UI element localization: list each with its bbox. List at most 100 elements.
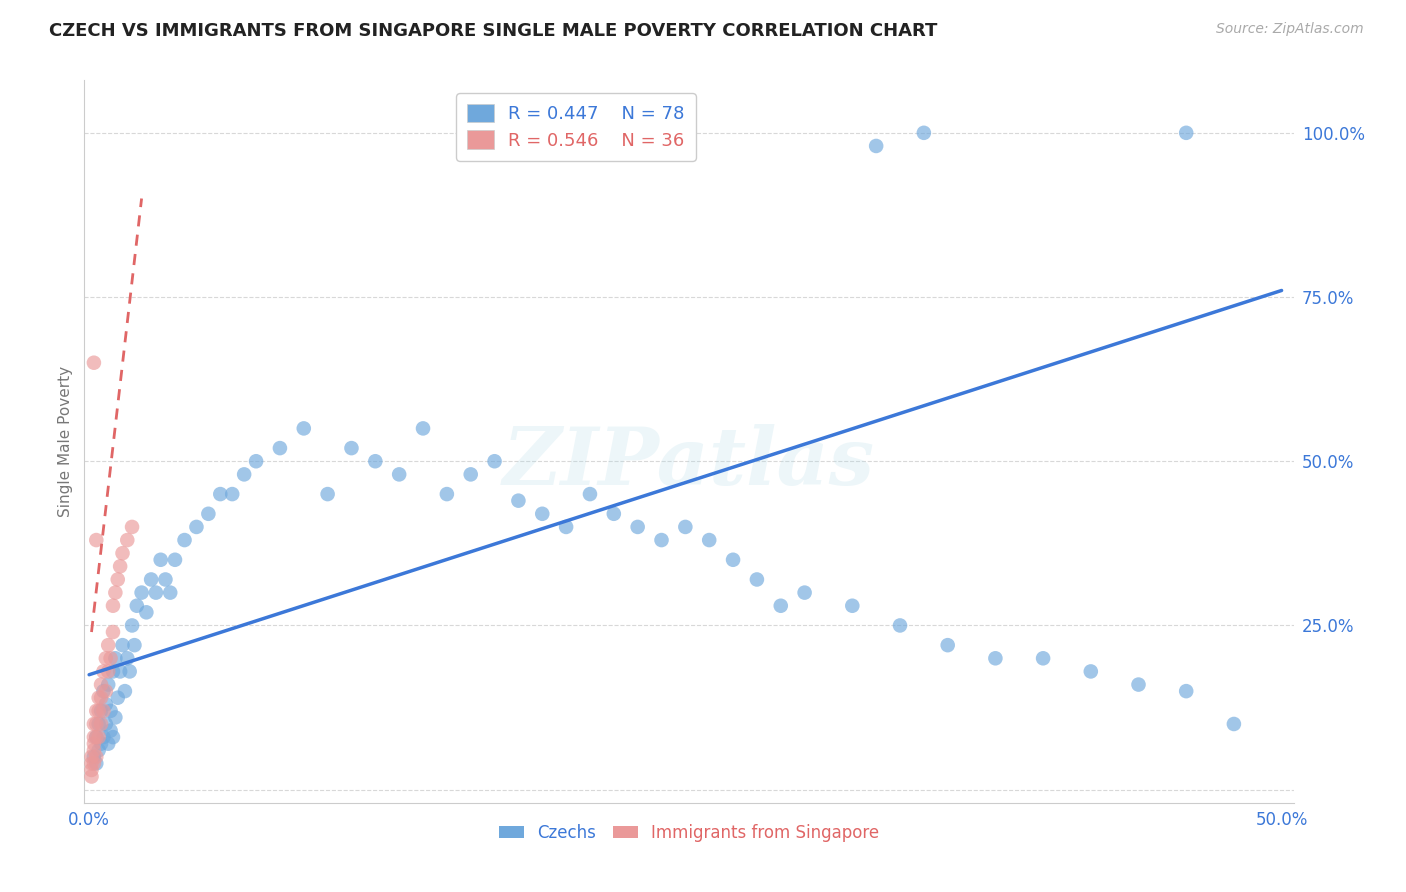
Point (769, 599, 792, 613)
Point (412, 421, 434, 435)
Point (139, 573, 162, 587)
Point (90, 690, 112, 705)
Point (1175, 126, 1198, 140)
Point (93, 730, 115, 744)
Point (101, 599, 124, 613)
Point (87, 704, 110, 718)
Point (125, 599, 148, 613)
Point (94, 651, 117, 665)
Point (84, 717, 107, 731)
Point (104, 585, 127, 599)
Point (233, 467, 256, 482)
Point (197, 507, 219, 521)
Point (793, 585, 815, 599)
Point (149, 553, 172, 567)
Point (555, 520, 578, 534)
Point (221, 487, 243, 501)
Point (84, 730, 107, 744)
Point (531, 507, 554, 521)
Point (118, 665, 141, 679)
Point (364, 454, 387, 468)
Point (90, 677, 112, 691)
Point (865, 139, 887, 153)
Point (114, 684, 136, 698)
Point (173, 533, 195, 547)
Point (163, 553, 186, 567)
Point (87, 690, 110, 705)
Point (93, 704, 115, 718)
Point (117, 651, 139, 665)
Point (460, 467, 482, 482)
Point (104, 651, 127, 665)
Point (579, 487, 602, 501)
Point (93, 684, 115, 698)
Point (484, 454, 506, 468)
Point (745, 573, 768, 587)
Point (135, 605, 157, 619)
Point (108, 665, 131, 679)
Text: CZECH VS IMMIGRANTS FROM SINGAPORE SINGLE MALE POVERTY CORRELATION CHART: CZECH VS IMMIGRANTS FROM SINGAPORE SINGL… (49, 22, 938, 40)
Text: ZIPatlas: ZIPatlas (503, 425, 875, 502)
Point (94, 698, 117, 712)
Point (94, 717, 117, 731)
Point (145, 585, 167, 599)
Point (111, 638, 134, 652)
Point (97, 737, 120, 751)
Point (87, 730, 110, 744)
Point (101, 665, 124, 679)
Point (93, 665, 115, 679)
Point (80, 763, 103, 777)
Point (340, 441, 363, 455)
Point (436, 487, 458, 501)
Point (84, 749, 107, 764)
Point (97, 638, 120, 652)
Point (186, 520, 208, 534)
Point (94, 684, 117, 698)
Point (117, 533, 139, 547)
Point (627, 520, 650, 534)
Point (673, 520, 696, 534)
Point (100, 651, 122, 665)
Point (159, 585, 181, 599)
Point (111, 546, 134, 560)
Point (209, 487, 232, 501)
Point (245, 454, 267, 468)
Point (90, 704, 112, 718)
Point (292, 421, 315, 435)
Point (155, 573, 177, 587)
Point (97, 665, 120, 679)
Point (1080, 665, 1102, 679)
Point (721, 553, 744, 567)
Point (83, 356, 105, 370)
Y-axis label: Single Male Poverty: Single Male Poverty (58, 366, 73, 517)
Point (889, 618, 911, 632)
Point (697, 533, 720, 547)
Point (80, 756, 103, 771)
Point (508, 493, 530, 508)
Point (107, 690, 129, 705)
Point (121, 618, 143, 632)
Point (97, 677, 120, 691)
Point (90, 737, 112, 751)
Point (603, 507, 626, 521)
Text: Source: ZipAtlas.com: Source: ZipAtlas.com (1216, 22, 1364, 37)
Point (104, 710, 127, 724)
Point (936, 638, 959, 652)
Point (83, 737, 105, 751)
Point (90, 717, 112, 731)
Point (121, 520, 143, 534)
Point (80, 770, 103, 784)
Point (100, 704, 122, 718)
Point (984, 651, 1007, 665)
Point (1032, 651, 1054, 665)
Point (107, 573, 129, 587)
Point (87, 717, 110, 731)
Point (83, 730, 105, 744)
Point (100, 723, 122, 738)
Point (108, 559, 131, 574)
Point (912, 126, 935, 140)
Point (124, 638, 146, 652)
Point (1223, 717, 1246, 731)
Point (83, 756, 105, 771)
Point (84, 756, 107, 771)
